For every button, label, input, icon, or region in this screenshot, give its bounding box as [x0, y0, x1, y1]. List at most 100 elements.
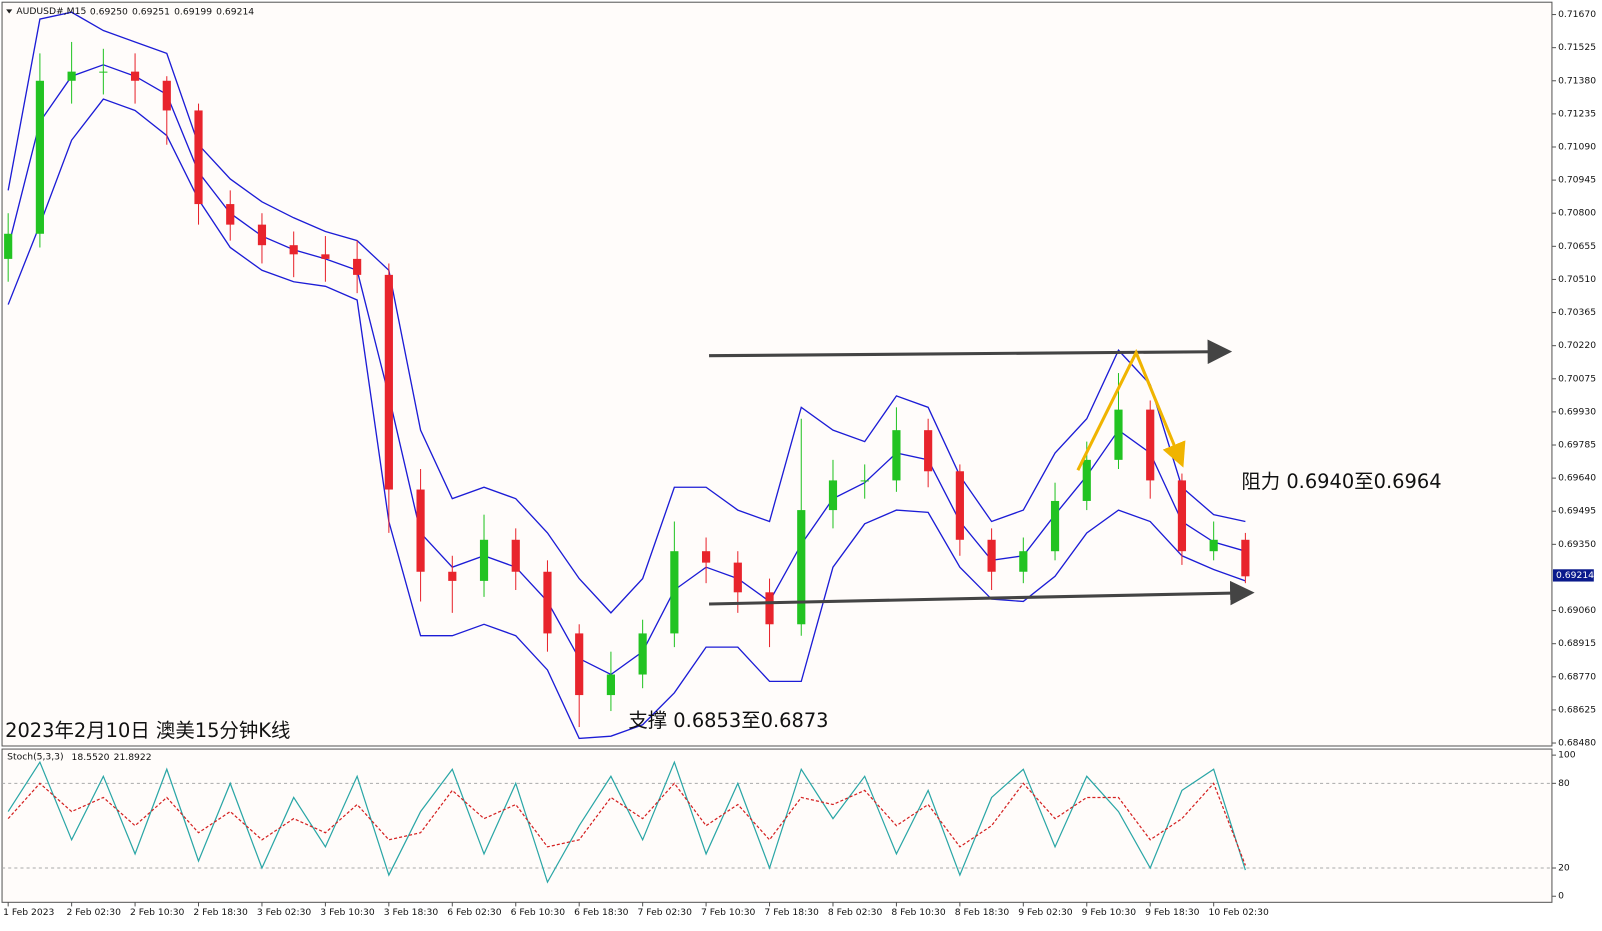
x-tick-label: 7 Feb 10:30: [701, 907, 756, 918]
caption: 2023年2月10日 澳美15分钟K线: [5, 719, 290, 742]
candle-body: [797, 510, 806, 625]
dropdown-icon: [6, 9, 13, 14]
y-tick-label: 0.69785: [1558, 440, 1596, 451]
candle-body: [162, 80, 171, 111]
candle-body: [1177, 480, 1187, 552]
y-tick-label: 0.70365: [1558, 307, 1596, 318]
stoch-signal: [7, 782, 1246, 866]
candle-body: [226, 204, 235, 225]
candle-body: [955, 471, 964, 540]
symbol-title: AUDUSD#,M15: [16, 6, 86, 17]
candle-body: [321, 254, 330, 259]
ohlc-value: 0.69251: [132, 6, 170, 17]
y-tick-label: 0.69495: [1558, 506, 1596, 517]
y-tick-label: 20: [1558, 863, 1570, 874]
candle-body: [701, 551, 711, 563]
candle-body: [479, 539, 489, 581]
y-tick-label: 0.70510: [1558, 274, 1596, 285]
candle-body: [1082, 459, 1091, 501]
stoch-reading: 18.5520: [72, 752, 110, 763]
candle-body: [1114, 409, 1123, 460]
stoch-reading: 21.8922: [114, 752, 152, 763]
middle-band: [7, 64, 1246, 676]
candle-body: [924, 430, 933, 472]
candle-body: [1019, 551, 1028, 572]
candle-body: [511, 539, 520, 572]
x-tick-label: 3 Feb 18:30: [384, 907, 439, 918]
candle-body: [194, 110, 203, 205]
candle-body: [638, 633, 647, 675]
x-tick-label: 8 Feb 10:30: [891, 907, 946, 918]
candle-body: [733, 562, 742, 593]
last-price-box: [1552, 569, 1594, 582]
candle-body: [67, 71, 76, 81]
candle-body: [765, 592, 774, 625]
y-tick-label: 0.70220: [1558, 340, 1596, 351]
y-tick-label: 0.68770: [1558, 671, 1596, 682]
y-tick-label: 0.70800: [1558, 208, 1596, 219]
y-tick-label: 0.70945: [1558, 175, 1596, 186]
y-tick-label: 0.70075: [1558, 373, 1596, 384]
x-tick-label: 7 Feb 18:30: [764, 907, 819, 918]
ohlc-header: 0.69250 0.69251 0.69199 0.69214: [90, 6, 254, 17]
pattern-lines: [1076, 348, 1186, 471]
y-tick-label: 0.71670: [1558, 9, 1596, 20]
last-price-label: 0.69214: [1556, 570, 1594, 581]
candle-body: [99, 71, 108, 73]
marks: 0.71670 0.71525 0.71380 0.71235 0.71090 0.709…: [2, 9, 1596, 918]
y-tick-label: 0: [1558, 891, 1564, 902]
candle-body: [257, 224, 267, 246]
x-tick-label: 6 Feb 18:30: [574, 907, 629, 918]
x-tick-label: 10 Feb 02:30: [1209, 907, 1269, 918]
y-tick-label: 0.71090: [1558, 141, 1596, 152]
x-tick-label: 7 Feb 02:30: [638, 907, 693, 918]
x-tick-label: 9 Feb 02:30: [1018, 907, 1073, 918]
candle-body: [987, 539, 996, 572]
y-tick-label: 0.68915: [1558, 638, 1596, 649]
candle-body: [4, 233, 13, 259]
x-tick-label: 3 Feb 02:30: [257, 907, 312, 918]
candle-body: [575, 633, 584, 696]
y-tick-label: 0.70655: [1558, 241, 1596, 252]
candle-body: [670, 551, 679, 634]
candle-body: [543, 571, 552, 634]
x-tick-label: 3 Feb 10:30: [320, 907, 375, 918]
candle-body: [828, 480, 838, 511]
upper-band: [7, 11, 1246, 614]
candle-body: [1241, 539, 1250, 577]
candle-body: [1146, 409, 1155, 481]
x-tick-label: 9 Feb 10:30: [1082, 907, 1137, 918]
support-arrow: [709, 580, 1255, 606]
x-tick-label: 2 Feb 02:30: [67, 907, 122, 918]
ohlc-value: 0.69199: [174, 6, 212, 17]
y-tick-label: 0.69930: [1558, 406, 1596, 417]
stoch-title: Stoch(5,3,3): [7, 752, 63, 763]
lower-band: [7, 98, 1246, 740]
y-tick-label: 0.71380: [1558, 75, 1596, 86]
candle-body: [289, 245, 298, 255]
stoch-panel: [1, 748, 1553, 903]
y-tick-label: 0.68480: [1558, 738, 1596, 749]
x-tick-label: 6 Feb 10:30: [511, 907, 566, 918]
y-tick-label: 0.69640: [1558, 473, 1596, 484]
x-tick-label: 9 Feb 18:30: [1145, 907, 1200, 918]
y-tick-label: 0.68625: [1558, 704, 1596, 715]
candle-body: [892, 430, 901, 481]
candle-body: [448, 571, 457, 581]
support-label: 支撑 0.6853至0.6873: [628, 709, 828, 732]
candle-body: [353, 258, 362, 275]
x-tick-label: 6 Feb 02:30: [447, 907, 502, 918]
candle-body: [860, 480, 869, 482]
x-tick-label: 1 Feb 2023: [3, 907, 54, 918]
candle-body: [606, 674, 616, 696]
resistance-label: 阻力 0.6940至0.6964: [1241, 470, 1441, 493]
x-tick-label: 8 Feb 02:30: [828, 907, 883, 918]
candle-body: [416, 489, 425, 572]
resistance-arrow: [709, 339, 1233, 365]
y-tick-label: 0.71235: [1558, 108, 1596, 119]
candle-body: [35, 80, 44, 234]
x-tick-label: 2 Feb 18:30: [193, 907, 248, 918]
y-tick-label: 0.69060: [1558, 605, 1596, 616]
ohlc-value: 0.69250: [90, 6, 128, 17]
